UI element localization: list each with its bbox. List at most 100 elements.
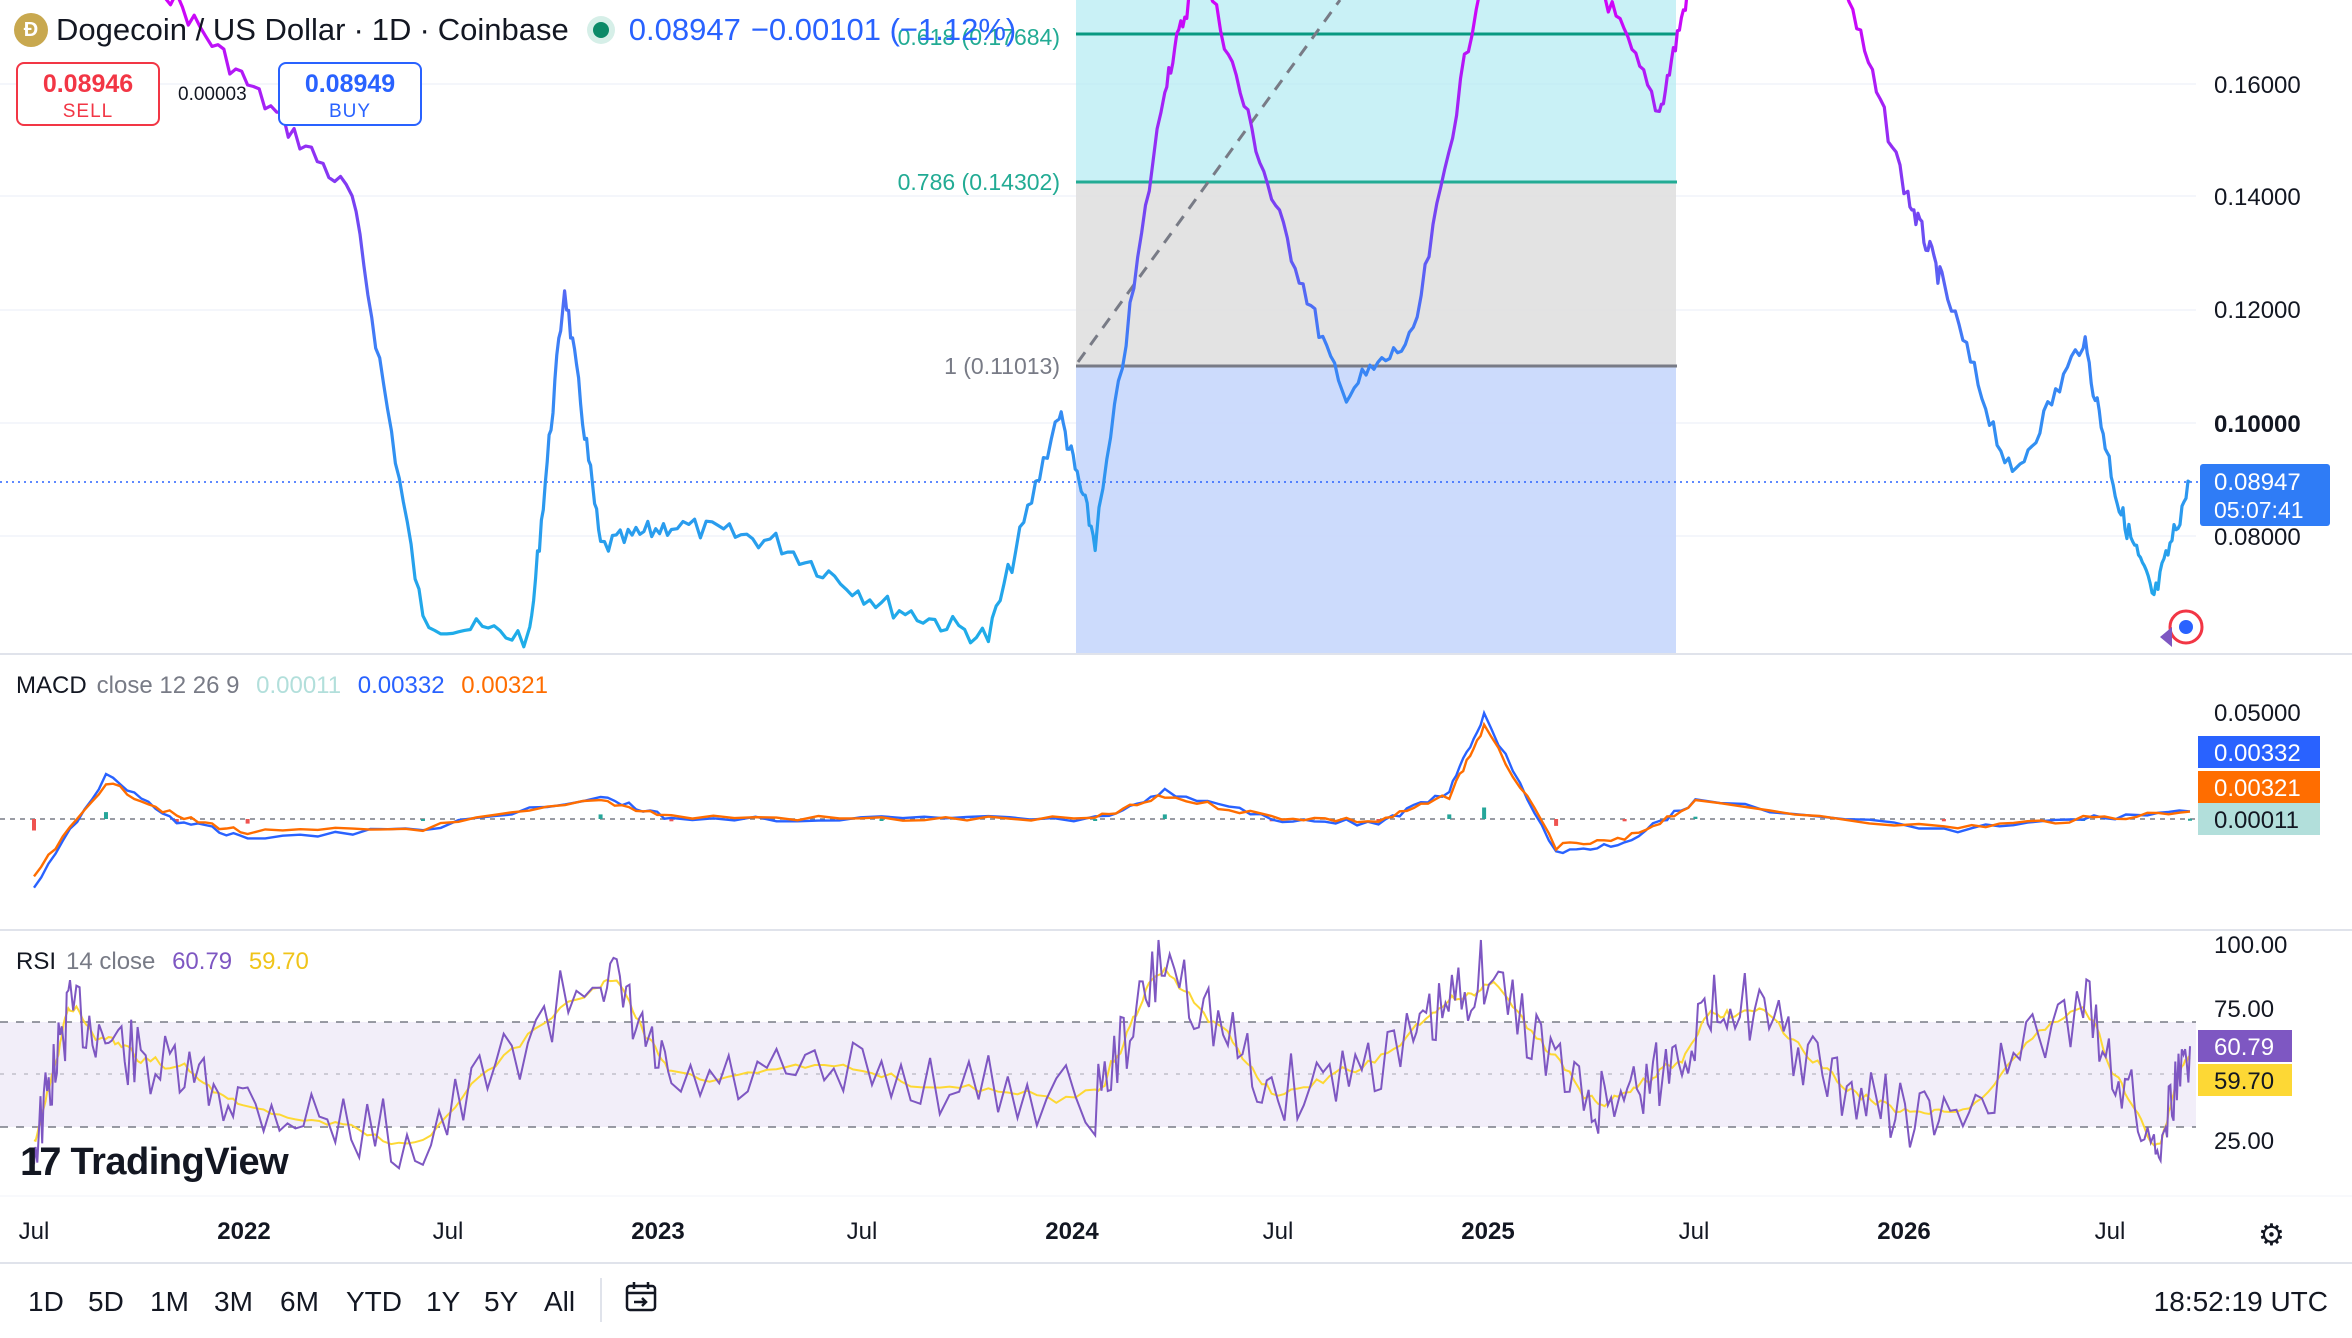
settings-gear-icon[interactable]: ⚙ xyxy=(2258,1219,2285,1252)
market-open-icon xyxy=(592,22,609,38)
rsi-ma-line[interactable] xyxy=(33,966,2191,1147)
macd-histogram-bar xyxy=(174,819,179,824)
range-button-all[interactable]: All xyxy=(544,1286,576,1317)
time-tick: Jul xyxy=(18,1218,50,1245)
fib-label-0786: 0.786 (0.14302) xyxy=(898,169,1060,195)
fib-trend-line[interactable] xyxy=(1076,0,1342,363)
utc-clock[interactable]: 18:52:19 UTC xyxy=(2153,1286,2328,1317)
bar-countdown: 05:07:41 xyxy=(2214,497,2304,523)
exchange-label: Coinbase xyxy=(437,12,569,47)
macd-histogram-bar xyxy=(1376,819,1381,822)
tradingview-logo[interactable]: 17 TradingView xyxy=(20,1140,289,1185)
macd-histogram-bar xyxy=(2188,818,2192,821)
rsi-axis-tick: 100.00 xyxy=(2214,932,2287,959)
sell-button[interactable]: 0.08946 SELL xyxy=(16,62,160,126)
range-button-6m[interactable]: 6M xyxy=(280,1286,319,1317)
macd-histogram-bar xyxy=(245,819,250,824)
range-button-1m[interactable]: 1M xyxy=(150,1286,189,1317)
spread-value: 0.00003 xyxy=(178,84,247,105)
macd-histogram-bar xyxy=(1093,819,1098,821)
fib-label-0618: 0.618 (0.17684) xyxy=(898,24,1060,50)
macd-series-0[interactable] xyxy=(33,709,2191,889)
last-price: 0.08947 xyxy=(628,12,741,47)
alert-flag-icon[interactable] xyxy=(2160,609,2204,647)
rsi-line[interactable] xyxy=(33,939,2191,1170)
rsi-ma-value-tag xyxy=(2198,1064,2292,1096)
time-tick: 2026 xyxy=(1877,1218,1931,1245)
dogecoin-icon: Ð xyxy=(14,13,48,47)
rsi-axis-tick: 75.00 xyxy=(2214,996,2274,1023)
current-price-label: 0.08947 xyxy=(2214,469,2301,496)
interval-label[interactable]: 1D xyxy=(371,12,412,47)
tradingview-wordmark: TradingView xyxy=(70,1141,289,1183)
range-button-5d[interactable]: 5D xyxy=(88,1286,124,1317)
hist-value-tag xyxy=(2198,803,2320,835)
symbol-name[interactable]: Dogecoin / US Dollar xyxy=(56,12,346,47)
macd-line-legend: 0.00332 xyxy=(357,672,445,699)
time-tick: 2024 xyxy=(1045,1218,1099,1245)
current-price-tag xyxy=(2200,464,2330,526)
fib-label-1: 1 (0.11013) xyxy=(944,353,1060,379)
sell-price: 0.08946 xyxy=(42,70,134,98)
macd-histogram-bar xyxy=(32,819,36,831)
signal-value-tag xyxy=(2198,771,2320,803)
price-tick: 0.14000 xyxy=(2214,184,2301,211)
time-tick: Jul xyxy=(2094,1218,2126,1245)
time-tick: Jul xyxy=(432,1218,464,1245)
separator-dot: · xyxy=(353,12,364,47)
range-button-5y[interactable]: 5Y xyxy=(484,1286,519,1317)
macd-axis-tick: 0.05000 xyxy=(2214,700,2301,727)
price-tick: 0.10000 xyxy=(2214,411,2301,438)
sell-label: SELL xyxy=(62,101,114,122)
price-series-line[interactable] xyxy=(34,0,2191,649)
macd-histogram-bar xyxy=(598,814,603,819)
macd-signal-legend: 0.00321 xyxy=(461,672,548,699)
time-tick: Jul xyxy=(1678,1218,1710,1245)
rsi-title: RSI xyxy=(16,948,57,975)
macd-histogram-bar xyxy=(1482,807,1487,819)
macd-params: close 12 26 9 xyxy=(96,672,240,699)
time-tick: 2022 xyxy=(217,1218,271,1245)
macd-value-tag xyxy=(2198,736,2320,768)
rsi-params: 14 close xyxy=(66,948,156,975)
buy-label: BUY xyxy=(328,101,372,122)
macd-histogram-bar xyxy=(1447,814,1452,819)
range-button-3m[interactable]: 3M xyxy=(214,1286,253,1317)
macd-hist-legend: 0.00011 xyxy=(256,672,342,699)
calendar-goto-icon[interactable] xyxy=(624,1280,658,1314)
range-button-1d[interactable]: 1D xyxy=(28,1286,64,1317)
price-tick: 0.08000 xyxy=(2214,524,2301,551)
hist-value-label: 0.00011 xyxy=(2214,807,2299,834)
symbol-header[interactable]: Ð Dogecoin / US Dollar · 1D · Coinbase 0… xyxy=(14,8,1016,52)
signal-value-label: 0.00321 xyxy=(2214,775,2301,802)
macd-histogram-bar xyxy=(420,819,425,821)
macd-histogram-bar xyxy=(1693,816,1698,819)
bottom-toolbar: 1D 5D 1M 3M 6M YTD 1Y 5Y All 18:52:19 UT… xyxy=(0,1262,2352,1338)
macd-histogram-bar xyxy=(669,819,674,822)
rsi-ma-value-label: 59.70 xyxy=(2214,1068,2274,1095)
rsi-legend[interactable]: RSI 14 close 60.79 59.70 xyxy=(16,948,319,976)
chart-canvas[interactable]: 0.618 (0.17684) 0.786 (0.14302) 1 (0.110… xyxy=(0,0,2352,1262)
price-tick: 0.16000 xyxy=(2214,72,2301,99)
separator-dot: · xyxy=(419,12,430,47)
range-button-1y[interactable]: 1Y xyxy=(426,1286,461,1317)
toolbar-divider xyxy=(600,1278,602,1322)
macd-histogram-bar xyxy=(879,819,884,821)
macd-histogram-bar xyxy=(1622,819,1627,822)
buy-price: 0.08949 xyxy=(304,70,396,98)
fib-zone-upper xyxy=(1076,0,1676,182)
buy-button[interactable]: 0.08949 BUY xyxy=(278,62,422,126)
macd-legend[interactable]: MACD close 12 26 9 0.00011 0.00332 0.0032… xyxy=(16,672,558,700)
macd-histogram-bar xyxy=(103,812,108,819)
macd-histogram-bar xyxy=(1162,814,1167,819)
time-tick: Jul xyxy=(846,1218,878,1245)
rsi-axis-tick: 25.00 xyxy=(2214,1128,2274,1155)
time-tick: 2023 xyxy=(631,1218,685,1245)
macd-histogram-bar xyxy=(1941,819,1946,822)
tradingview-mark-icon: 17 xyxy=(20,1140,61,1184)
rsi-value-tag xyxy=(2198,1030,2292,1062)
range-button-ytd[interactable]: YTD xyxy=(346,1286,402,1317)
rsi-value-label: 60.79 xyxy=(2214,1034,2274,1061)
macd-series-1[interactable] xyxy=(33,721,2191,878)
rsi-ma-legend-value: 59.70 xyxy=(248,948,309,975)
